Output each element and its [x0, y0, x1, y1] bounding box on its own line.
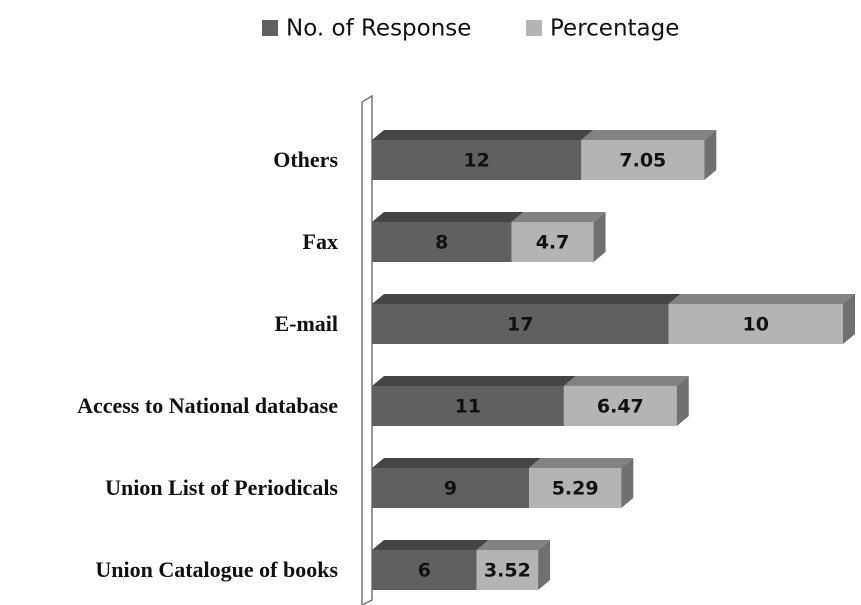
bar: [372, 550, 477, 590]
legend-label: No. of Response: [286, 16, 471, 42]
axis-wall: [361, 94, 373, 605]
bar-side: [538, 540, 551, 590]
bar-side: [621, 458, 634, 508]
data-label: 9: [444, 478, 457, 500]
data-label: 6.47: [597, 396, 644, 418]
bar-side: [593, 212, 606, 262]
bar: [372, 468, 529, 508]
bar-side: [704, 130, 717, 180]
bar-top: [529, 458, 634, 468]
bar-top: [372, 376, 576, 386]
data-label: 12: [463, 150, 489, 172]
bar-top: [372, 212, 524, 222]
bar-top: [476, 540, 551, 550]
bar: [372, 386, 564, 426]
bar-top: [372, 294, 681, 304]
legend-label: Percentage: [550, 16, 679, 42]
bar: [372, 304, 669, 344]
bar: [581, 140, 705, 180]
category-label: Others: [273, 147, 338, 172]
data-label: 4.7: [536, 232, 570, 254]
bar-top: [563, 376, 689, 386]
bar-side: [843, 294, 855, 344]
bar-top: [511, 212, 606, 222]
category-label: Union List of Periodicals: [105, 475, 338, 500]
data-label: 17: [507, 314, 533, 336]
data-label: 8: [435, 232, 448, 254]
category-label: E-mail: [274, 311, 338, 336]
data-label: 11: [455, 396, 481, 418]
bar-top: [372, 458, 541, 468]
bar-top: [372, 540, 489, 550]
data-label: 7.05: [619, 150, 666, 172]
data-label: 3.52: [484, 560, 531, 582]
bar: [476, 550, 539, 590]
bar: [563, 386, 677, 426]
bar: [372, 140, 582, 180]
legend-swatch: [262, 20, 278, 36]
bar: [511, 222, 594, 262]
bar: [529, 468, 622, 508]
bar-top: [668, 294, 855, 304]
bar: [372, 222, 512, 262]
data-label: 5.29: [552, 478, 599, 500]
category-label: Fax: [303, 229, 338, 254]
legend-swatch: [526, 20, 542, 36]
data-label: 10: [743, 314, 769, 336]
category-label: Access to National database: [77, 393, 338, 418]
bar-side: [676, 376, 689, 426]
data-label: 6: [418, 560, 431, 582]
bar-top: [372, 130, 594, 140]
category-label: Union Catalogue of books: [95, 557, 338, 582]
bar-top: [581, 130, 717, 140]
bar: [668, 304, 843, 344]
